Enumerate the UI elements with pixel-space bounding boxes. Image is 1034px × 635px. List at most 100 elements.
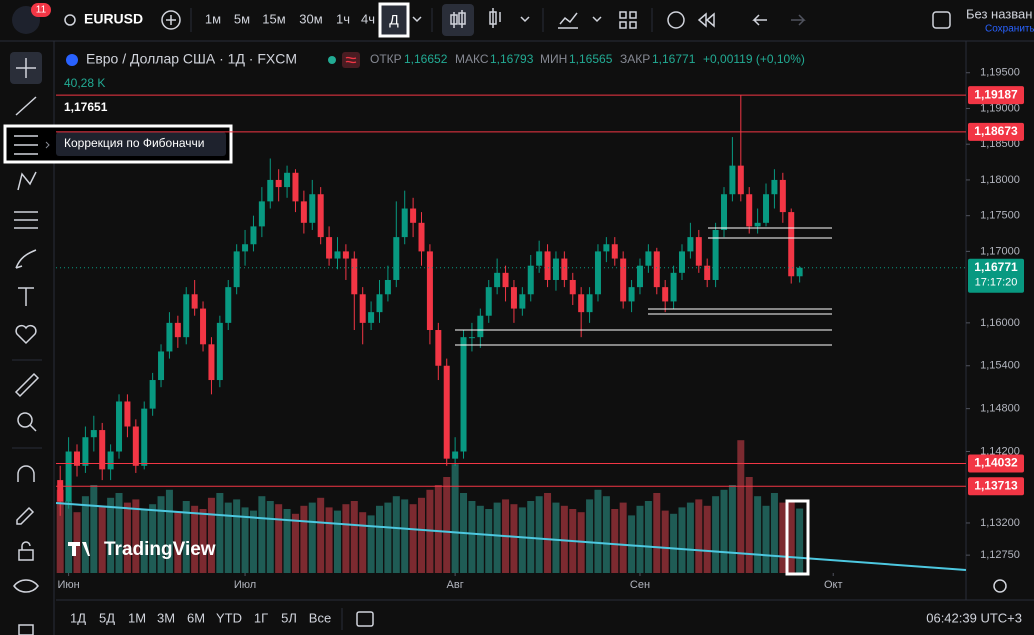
clock[interactable]: 06:42:39 UTC+3 [926, 610, 1022, 625]
goto-date-icon[interactable] [356, 611, 374, 627]
volume-bar [544, 493, 552, 573]
candle-body [124, 401, 131, 427]
volume-bar [510, 504, 518, 573]
hide-tool[interactable] [13, 579, 39, 593]
volume-highlight [785, 499, 810, 576]
range-button[interactable]: Все [309, 610, 331, 625]
watermark-logo [68, 542, 90, 556]
search-icon[interactable] [64, 14, 76, 26]
ruler-tool[interactable] [14, 372, 40, 398]
interval[interactable]: 15м [262, 11, 285, 26]
indicators-icon[interactable] [489, 8, 501, 28]
volume-bar [174, 512, 182, 573]
interval[interactable]: 1ч [336, 11, 350, 26]
rectangle-drawing[interactable] [455, 227, 832, 346]
interval[interactable]: 4ч [361, 11, 375, 26]
range-button[interactable]: 1Г [254, 610, 268, 625]
candle-body [670, 272, 677, 302]
interval[interactable]: 5м [234, 11, 250, 26]
settings-icon[interactable] [993, 579, 1007, 593]
candle-body [653, 251, 660, 288]
redo-icon[interactable] [791, 14, 806, 26]
candle-body [342, 251, 349, 259]
candle-body [502, 272, 509, 288]
dropdown-arrow[interactable] [592, 16, 602, 23]
dropdown-arrow[interactable] [412, 16, 422, 23]
delete-tool[interactable] [18, 624, 34, 635]
range-button[interactable]: 1М [128, 610, 146, 625]
level-label-box [968, 86, 1024, 105]
candles-button[interactable] [442, 4, 474, 36]
badge [31, 3, 51, 17]
brush-tool[interactable] [15, 249, 37, 269]
volume-bar [140, 509, 148, 573]
tool-arrow [45, 141, 50, 149]
layout-menu-icon[interactable] [932, 11, 951, 29]
candle-body [569, 279, 576, 295]
chart-type-icon[interactable] [558, 12, 578, 29]
candle-body [309, 194, 316, 223]
candle-body [754, 222, 761, 227]
candle-body [393, 237, 400, 280]
range-button[interactable]: 1Д [70, 610, 86, 625]
crosshair-price: 1,17651 [64, 100, 108, 114]
watermark: TradingView [104, 539, 216, 560]
lock-tool[interactable] [18, 541, 34, 561]
dropdown-arrow[interactable] [520, 16, 530, 23]
candle-body [158, 351, 165, 381]
high-value: 1,16793 [490, 52, 534, 66]
favorite-tool[interactable] [15, 324, 37, 345]
fib-tool-highlighted [14, 135, 38, 155]
volume-bar [468, 501, 476, 573]
symbol[interactable]: EURUSD [84, 11, 143, 27]
pattern-tool[interactable] [17, 171, 37, 191]
legend-title: Евро / Доллар США · 1Д · FXCM [86, 51, 297, 67]
layout-icon[interactable] [619, 11, 637, 29]
trendline-tool[interactable] [15, 96, 37, 116]
layout-name[interactable]: Без назван [966, 6, 1032, 21]
volume-bar [602, 496, 610, 573]
volume-bar [535, 496, 543, 573]
interval[interactable]: 30м [299, 11, 322, 26]
projection-tool[interactable] [14, 211, 38, 229]
zoom-tool[interactable] [17, 412, 33, 428]
volume-bar [485, 509, 493, 573]
candle-body [107, 451, 114, 470]
stay-in-drawing-tool[interactable] [16, 506, 35, 525]
alert-icon[interactable] [667, 11, 685, 29]
candle-body [594, 251, 601, 295]
volume-bar [653, 493, 661, 573]
volume-bar [375, 505, 383, 573]
undo-icon[interactable] [752, 14, 767, 26]
drawings: TradingView [55, 227, 1007, 593]
candle-body [368, 312, 375, 323]
range-button[interactable]: 5Л [281, 610, 297, 625]
range-button[interactable]: 5Д [99, 610, 115, 625]
candle-body [519, 294, 526, 309]
candle-body [74, 451, 81, 466]
candle-body [611, 244, 618, 259]
range-button[interactable]: YTD [216, 610, 242, 625]
interval[interactable]: 1м [205, 11, 221, 26]
crosshair-tool[interactable] [16, 58, 36, 78]
range-button[interactable]: 3М [157, 610, 175, 625]
trendline-drawing[interactable] [55, 502, 967, 571]
x-tick-label: Июл [234, 579, 256, 591]
volume-bar [720, 489, 728, 573]
replay-icon[interactable] [697, 12, 715, 28]
interval[interactable]: Д [389, 12, 399, 28]
volume-bar [728, 485, 736, 573]
range-button[interactable]: 6М [187, 610, 205, 625]
candle-body [225, 287, 232, 323]
candle-body [183, 294, 190, 338]
y-tick-label: 1,13200 [980, 517, 1020, 529]
volume-bar [384, 502, 392, 573]
candle-body [494, 272, 501, 288]
magnet-tool[interactable] [17, 465, 35, 482]
compare-icon[interactable] [161, 10, 181, 30]
text-tool[interactable] [18, 287, 34, 306]
volume-bar [157, 496, 165, 573]
candle-body [510, 287, 517, 309]
candle-body [636, 265, 643, 288]
save-status[interactable]: Сохранить [985, 24, 1034, 35]
